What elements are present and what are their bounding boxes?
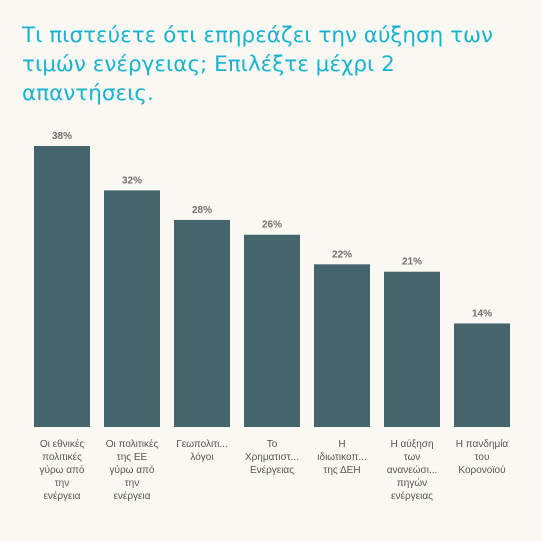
bar-group: 38% Οι εθνικές πολιτικές γύρω από την ενέργει… [34,131,90,502]
bar-value-label: 22% [332,249,352,260]
category-label-line: Το [267,439,278,450]
category-label: Το Χρηματιστ... Ενέργειας [245,439,299,476]
category-label-line: του [475,452,490,463]
category-label-line: Ενέργειας [250,464,294,476]
bar [34,146,90,427]
bar [104,190,160,427]
category-label-line: ιδιωτικοπ... [317,452,366,463]
bar [384,271,440,427]
category-label-line: Οι πολιτικές [106,438,159,450]
category-label-line: γύρω από [40,464,85,476]
category-label-line: ενέργειας [391,490,433,502]
bar [454,323,510,427]
bar-group: 26% Το Χρηματιστ... Ενέργειας [244,220,300,476]
bar [314,264,370,427]
bar-value-label: 21% [402,257,422,268]
category-label-line: γύρω από [110,464,155,476]
bar-group: 21% Η αύξηση των ανανεώσι... πηγών ενέργειας [384,257,440,502]
category-label-line: Οι εθνικές [40,438,84,450]
category-label-line: πηγών [397,477,427,489]
bar-value-label: 28% [192,205,212,216]
bar-group: 22% Η ιδιωτικοπ... της ΔΕΗ [314,249,370,476]
bar-value-label: 14% [472,308,492,319]
category-label-line: την [55,478,70,489]
bar-group: 14% Η πανδημία του Κορονοϊού [454,308,510,476]
category-label-line: Η πανδημία [456,438,509,450]
category-label-line: Η [338,439,345,450]
bar-group: 28% Γεωπολιτι... λόγοι [174,205,230,463]
category-label: Η αύξηση των ανανεώσι... πηγών ενέργειας [387,438,438,502]
bar [174,219,230,427]
category-label: Οι εθνικές πολιτικές γύρω από την ενέργεια [40,438,85,502]
category-label-line: της ΔΕΗ [323,465,360,476]
category-label-line: Η αύξηση [390,438,433,450]
bar-group: 32% Οι πολιτικές της ΕΕ γύρω από την ενέργεια [104,175,160,502]
category-label: Γεωπολιτι... λόγοι [176,439,228,463]
bar [244,234,300,427]
category-label-line: την [125,478,140,489]
category-label-line: των [404,452,421,463]
category-label-line: της ΕΕ [117,452,148,463]
category-label-line: Γεωπολιτι... [176,439,228,450]
category-label-line: Κορονοϊού [458,464,505,476]
category-label-line: Χρηματιστ... [245,452,299,463]
category-label-line: πολιτικές [42,451,82,463]
bar-value-label: 32% [122,175,142,186]
bar-value-label: 38% [52,131,72,142]
chart-title: Τι πιστεύετε ότι επηρεάζει την αύξηση τω… [22,23,494,106]
category-label-line: ενέργεια [43,490,80,502]
category-label-line: ανανεώσι... [387,464,438,476]
category-label-line: λόγοι [190,451,213,463]
category-label: Η πανδημία του Κορονοϊού [456,438,509,476]
bar-value-label: 26% [262,220,282,231]
category-label-line: ενέργεια [113,490,150,502]
category-label: Οι πολιτικές της ΕΕ γύρω από την ενέργεια [106,438,159,502]
